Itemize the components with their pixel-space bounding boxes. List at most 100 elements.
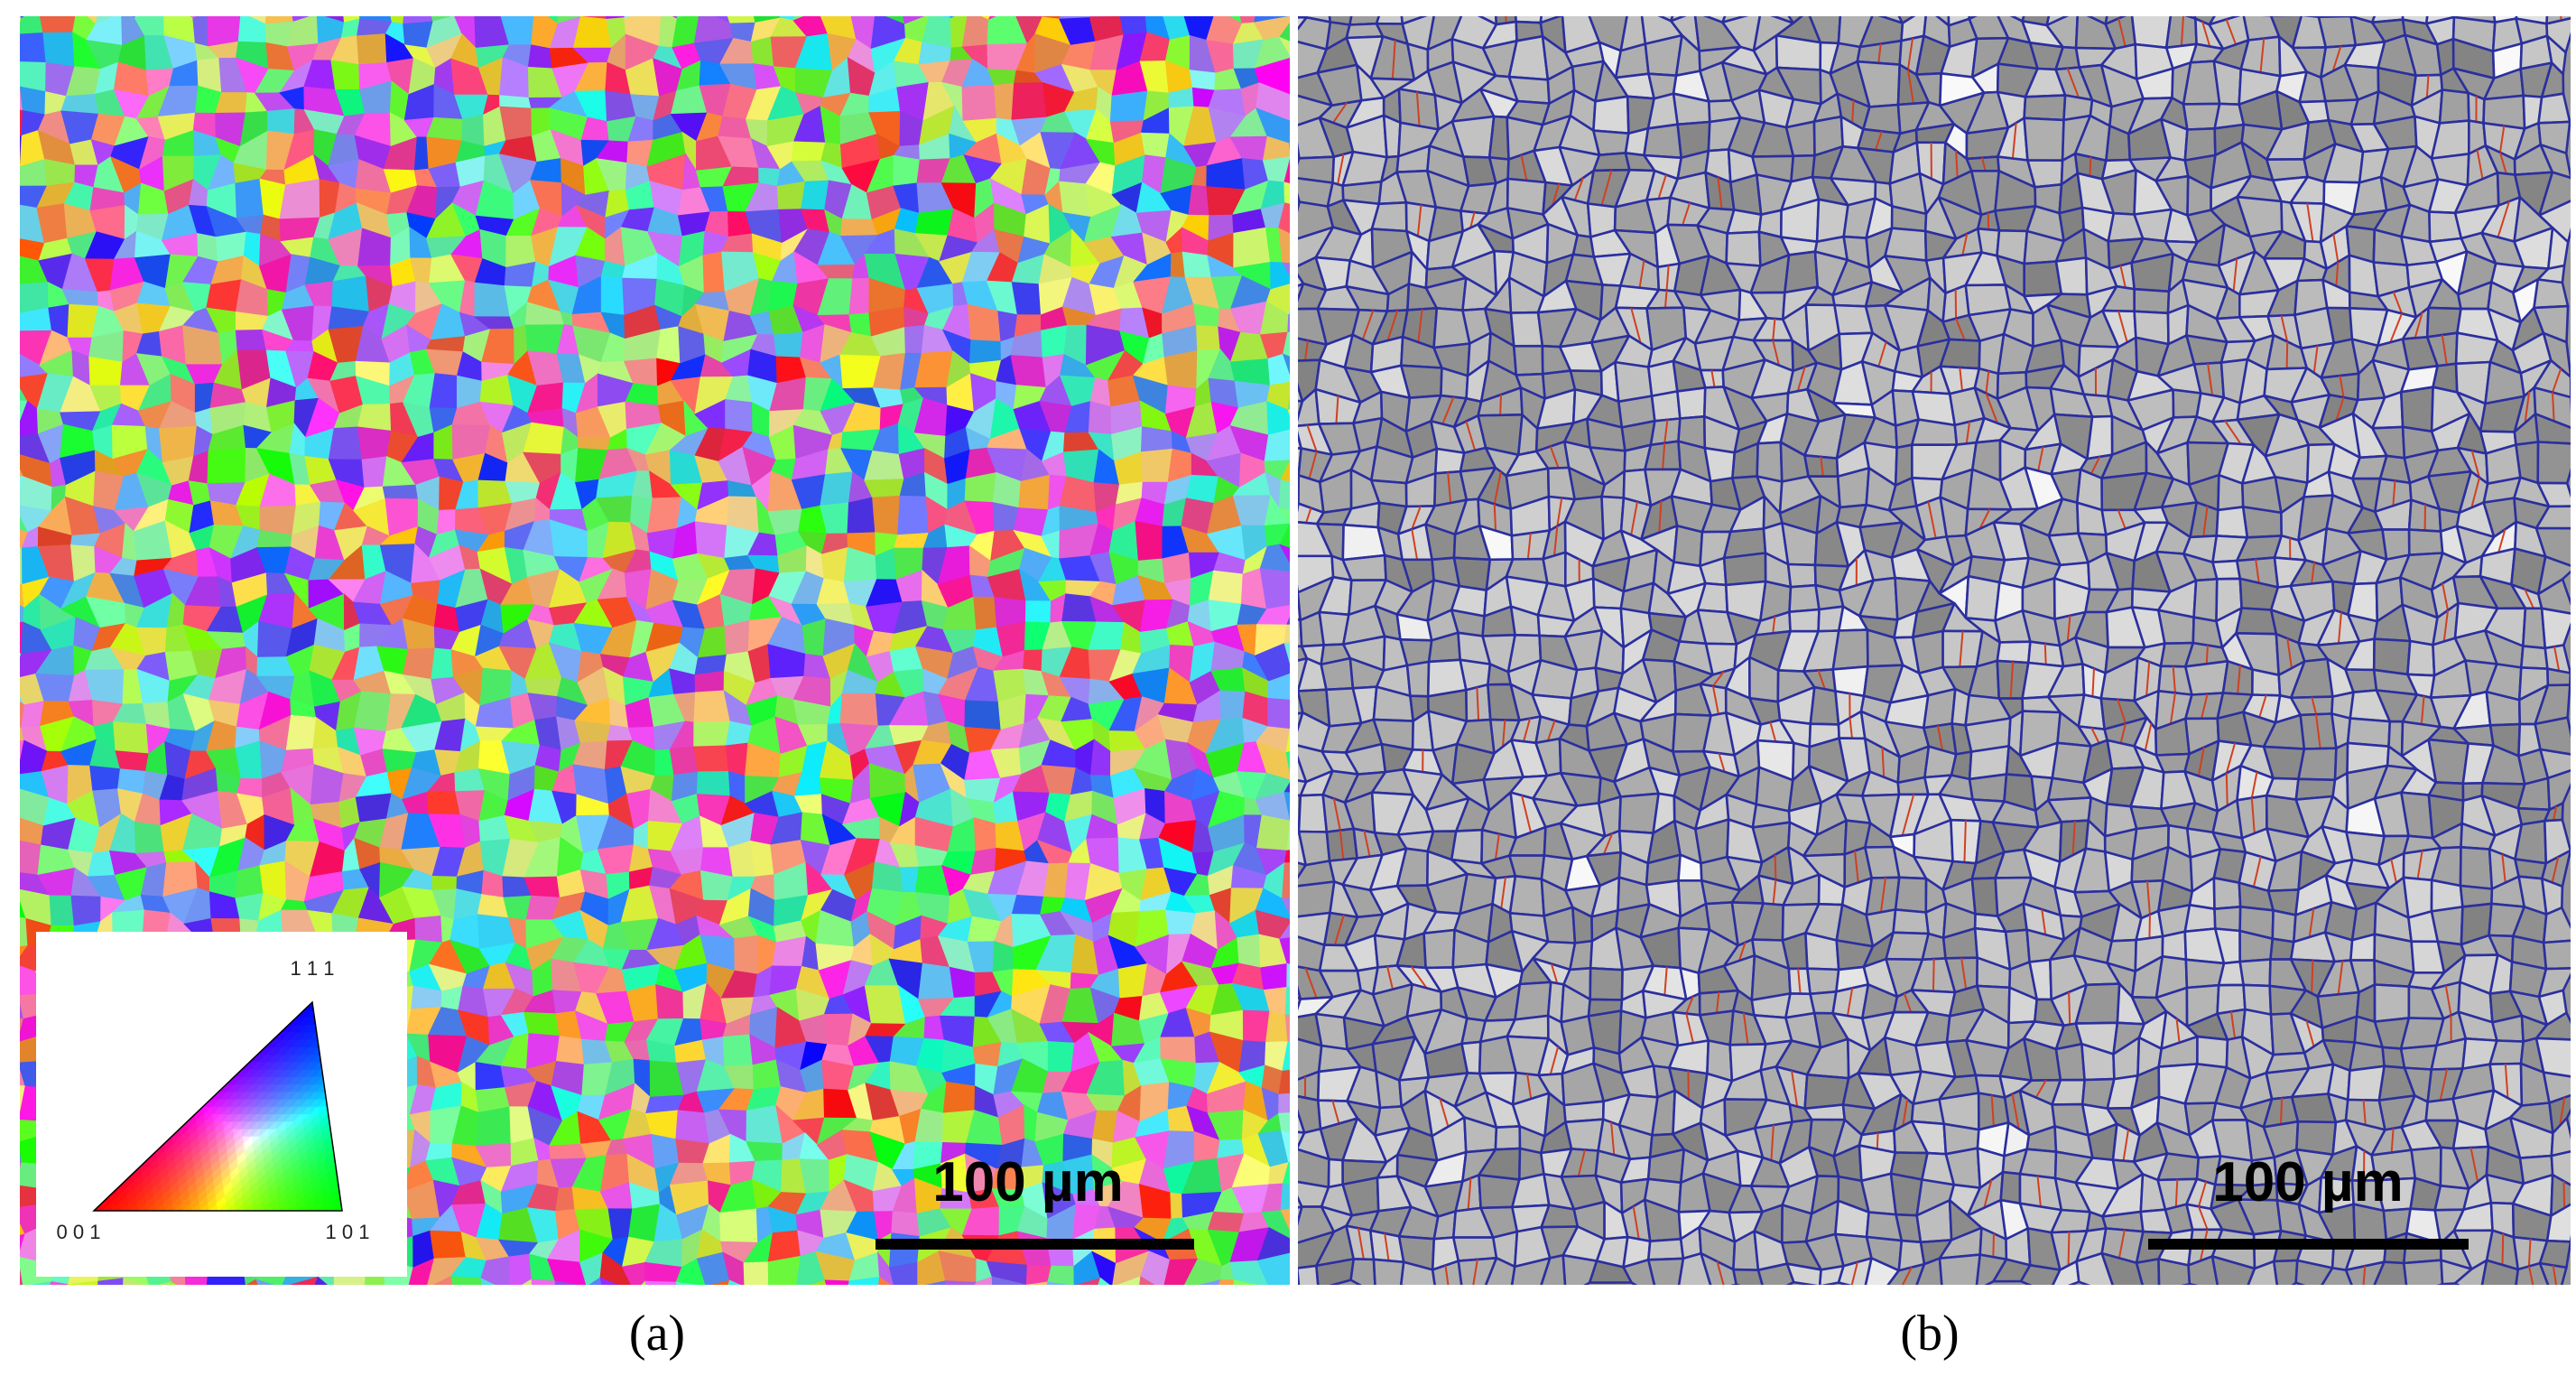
grain [20,16,23,20]
grain [675,1110,710,1145]
grain [1283,158,1290,184]
grain [1287,396,1290,411]
twin-boundary [2285,341,2289,369]
grain [279,179,320,220]
grain [1968,16,1978,21]
grain [819,0,849,11]
grain [1278,479,1290,510]
grain [1614,360,1654,404]
grain [1163,1289,1198,1315]
grain [1561,16,1564,17]
grain [1400,364,1443,400]
grain [2184,659,2229,696]
grain [554,1280,579,1285]
grain [20,17,23,26]
grain [1256,82,1290,122]
grain [171,1280,177,1285]
grain [497,16,502,17]
grain [382,1288,409,1312]
grain [20,621,23,655]
grain [811,1279,828,1285]
grain [1279,523,1290,549]
grain [402,647,436,680]
grain [925,1280,947,1285]
grain [2157,609,2195,646]
grain [89,765,121,792]
grain [1280,460,1290,483]
grain [1676,386,1707,420]
grain [1046,1281,1070,1285]
grain [20,1162,23,1172]
grain [1261,1288,1293,1316]
grain [894,1287,918,1307]
grain [1260,962,1288,990]
grain [475,1106,512,1147]
grain [1196,325,1221,351]
grain [1494,16,1517,26]
grain [1774,34,1822,71]
grain [2026,159,2064,189]
grain [157,1281,171,1285]
grain [1592,95,1630,135]
grain [600,275,625,316]
grain [1375,16,1404,25]
grain [1278,36,1290,56]
grain [1278,202,1290,235]
grain [1788,583,1821,614]
grain [508,1253,533,1285]
grain [1023,649,1043,673]
grain [1278,507,1290,525]
grain [206,279,242,312]
grain [97,1278,125,1285]
grain [725,742,749,776]
grain [365,1288,385,1314]
grain [2211,559,2242,581]
grain [1264,494,1290,526]
grain [1233,227,1271,269]
grain [264,16,294,25]
grain [20,166,21,171]
grain [2533,278,2570,310]
grain [134,16,142,19]
grain [724,619,750,655]
grain [1650,390,1682,423]
grain [1025,1281,1049,1285]
grain [994,82,1015,121]
grain [331,275,370,312]
grain [694,521,728,559]
grain [0,256,15,287]
grain [2430,906,2464,946]
grain [1254,57,1290,96]
grain [693,16,735,44]
twin-boundary [1499,395,1503,415]
grain [2212,60,2243,106]
grain [694,670,725,693]
grain [355,793,393,823]
grain [2132,0,2173,13]
grain [1285,616,1290,626]
grain [499,95,533,109]
grain [0,814,20,851]
grain [1119,16,1148,36]
grain [414,915,443,944]
grain [1968,773,2008,803]
twin-boundary [1851,100,1855,124]
grain [1283,624,1290,645]
grain [1288,305,1290,315]
grain [1892,908,1930,935]
grain [1259,568,1290,610]
grain [651,1133,680,1169]
grain [1011,282,1042,316]
grain [2161,930,2188,962]
grain [2372,637,2412,676]
grain [942,1081,976,1114]
grain [2301,16,2321,19]
grain [646,497,682,535]
grain [134,821,165,854]
grain [208,0,242,14]
grain [914,208,955,237]
twin-boundary [2205,645,2209,665]
grain [1784,250,1820,294]
twin-boundary [1774,854,1777,880]
grain [903,325,925,354]
